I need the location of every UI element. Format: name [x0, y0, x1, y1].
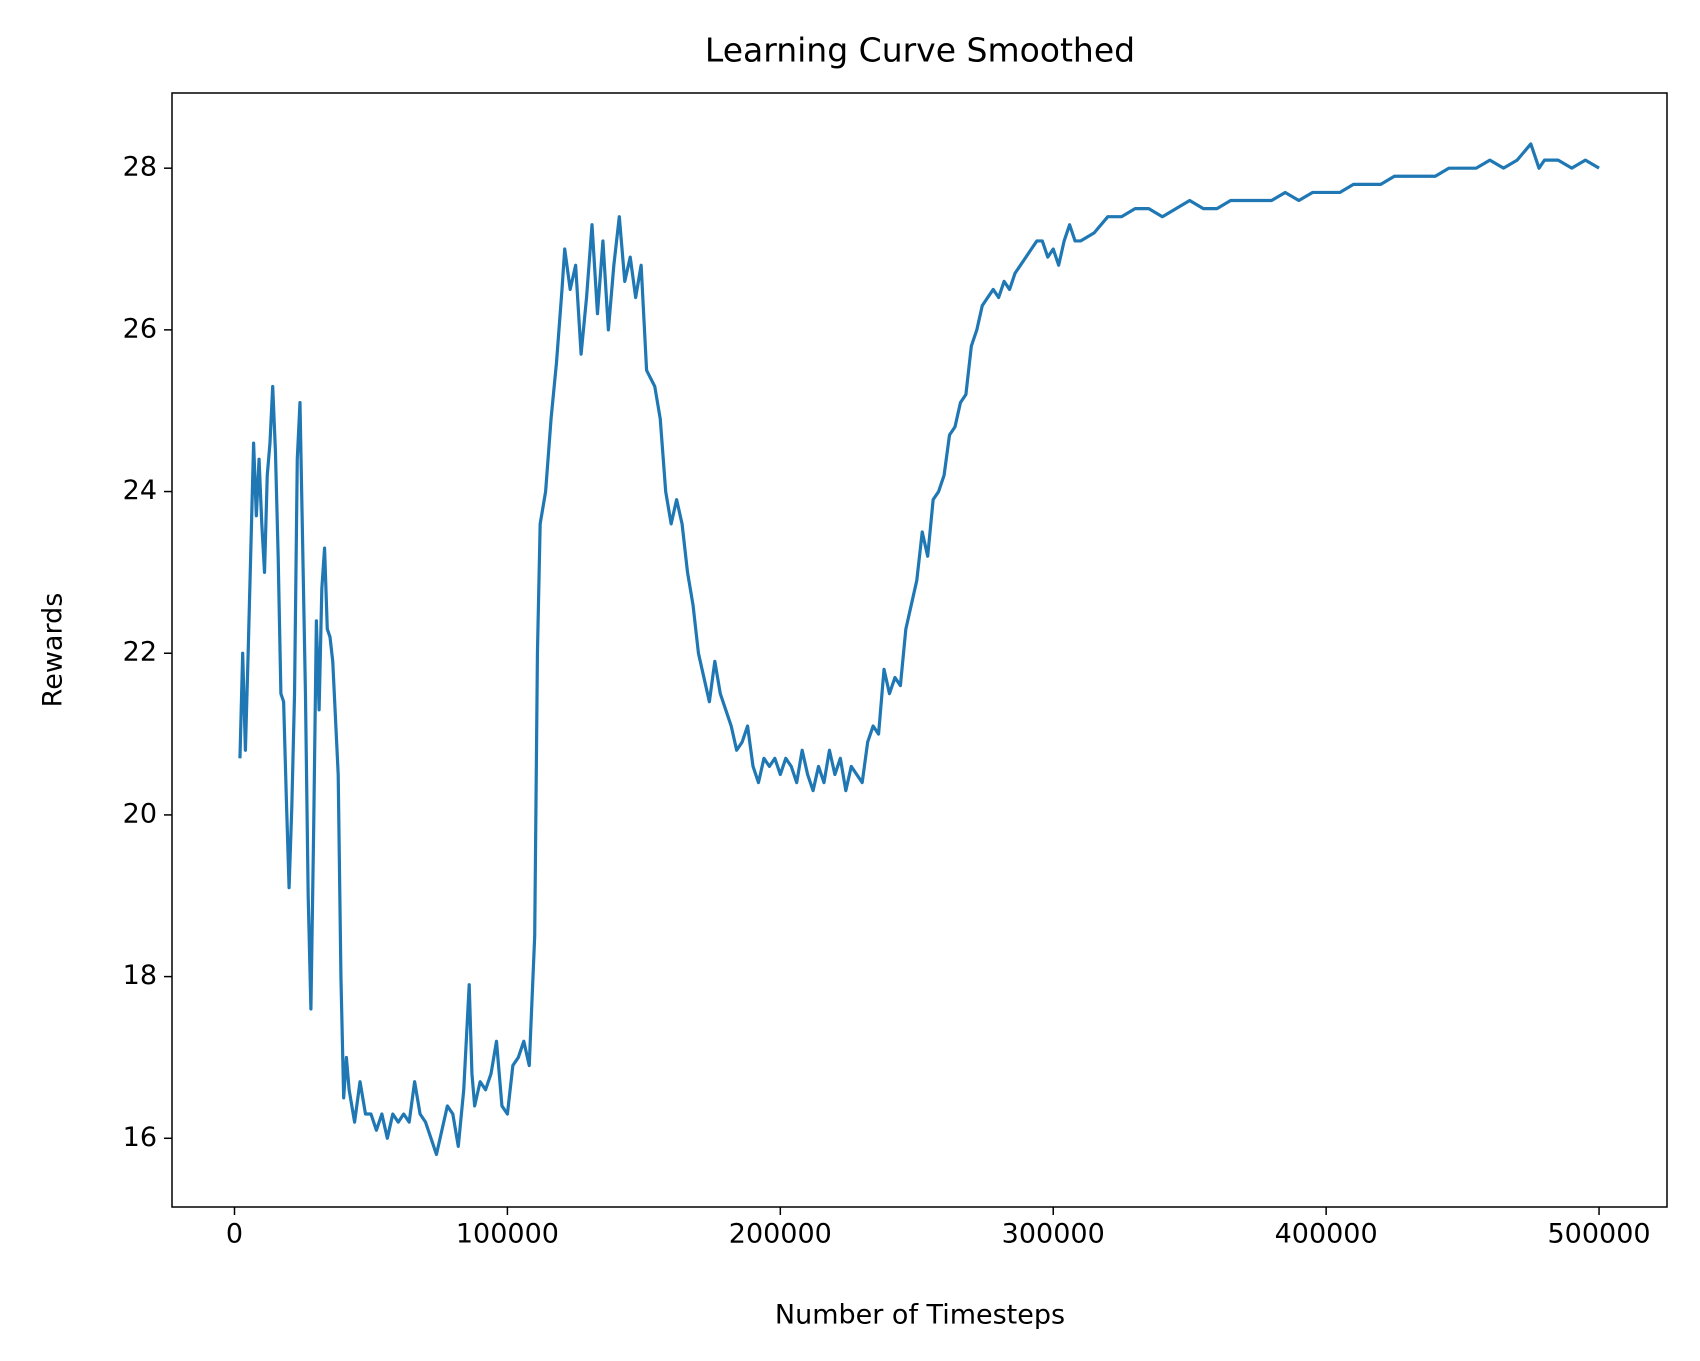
y-tick-label: 16	[123, 1122, 157, 1153]
x-tick-label: 300000	[1002, 1219, 1105, 1250]
y-tick-label: 24	[123, 475, 157, 506]
y-tick-label: 20	[123, 798, 157, 829]
y-tick-label: 26	[123, 313, 157, 344]
y-tick-label: 22	[123, 637, 157, 668]
x-tick-label: 200000	[729, 1219, 832, 1250]
plot-frame	[171, 92, 1668, 1208]
x-tick-label: 0	[226, 1219, 243, 1250]
y-axis-label: Rewards	[38, 593, 69, 708]
x-axis-label: Number of Timesteps	[775, 1300, 1065, 1331]
line-series	[238, 142, 1600, 1157]
x-tick-label: 400000	[1275, 1219, 1378, 1250]
y-tick-label: 28	[123, 152, 157, 183]
y-tick-label: 18	[123, 960, 157, 991]
x-tick-label: 100000	[456, 1219, 559, 1250]
chart-title: Learning Curve Smoothed	[705, 31, 1135, 70]
x-tick-label: 500000	[1548, 1219, 1651, 1250]
